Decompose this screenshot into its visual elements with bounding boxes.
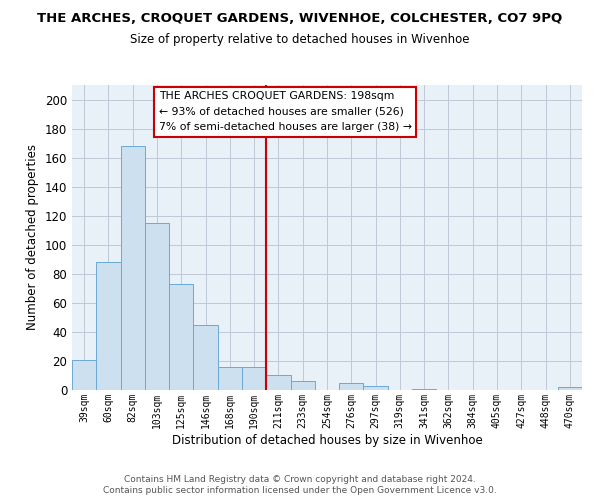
Text: THE ARCHES, CROQUET GARDENS, WIVENHOE, COLCHESTER, CO7 9PQ: THE ARCHES, CROQUET GARDENS, WIVENHOE, C… [37, 12, 563, 26]
Text: THE ARCHES CROQUET GARDENS: 198sqm
← 93% of detached houses are smaller (526)
7%: THE ARCHES CROQUET GARDENS: 198sqm ← 93%… [158, 91, 412, 132]
Bar [193, 324, 218, 390]
Bar [266, 376, 290, 390]
Bar [339, 382, 364, 390]
Bar [290, 382, 315, 390]
Bar [169, 284, 193, 390]
Text: Contains public sector information licensed under the Open Government Licence v3: Contains public sector information licen… [103, 486, 497, 495]
Y-axis label: Number of detached properties: Number of detached properties [26, 144, 39, 330]
Text: Size of property relative to detached houses in Wivenhoe: Size of property relative to detached ho… [130, 32, 470, 46]
Bar [96, 262, 121, 390]
Bar [72, 360, 96, 390]
Bar [412, 388, 436, 390]
Bar [145, 223, 169, 390]
Text: Contains HM Land Registry data © Crown copyright and database right 2024.: Contains HM Land Registry data © Crown c… [124, 475, 476, 484]
X-axis label: Distribution of detached houses by size in Wivenhoe: Distribution of detached houses by size … [172, 434, 482, 446]
Bar [242, 367, 266, 390]
Bar [218, 367, 242, 390]
Bar [558, 387, 582, 390]
Bar [364, 386, 388, 390]
Bar [121, 146, 145, 390]
